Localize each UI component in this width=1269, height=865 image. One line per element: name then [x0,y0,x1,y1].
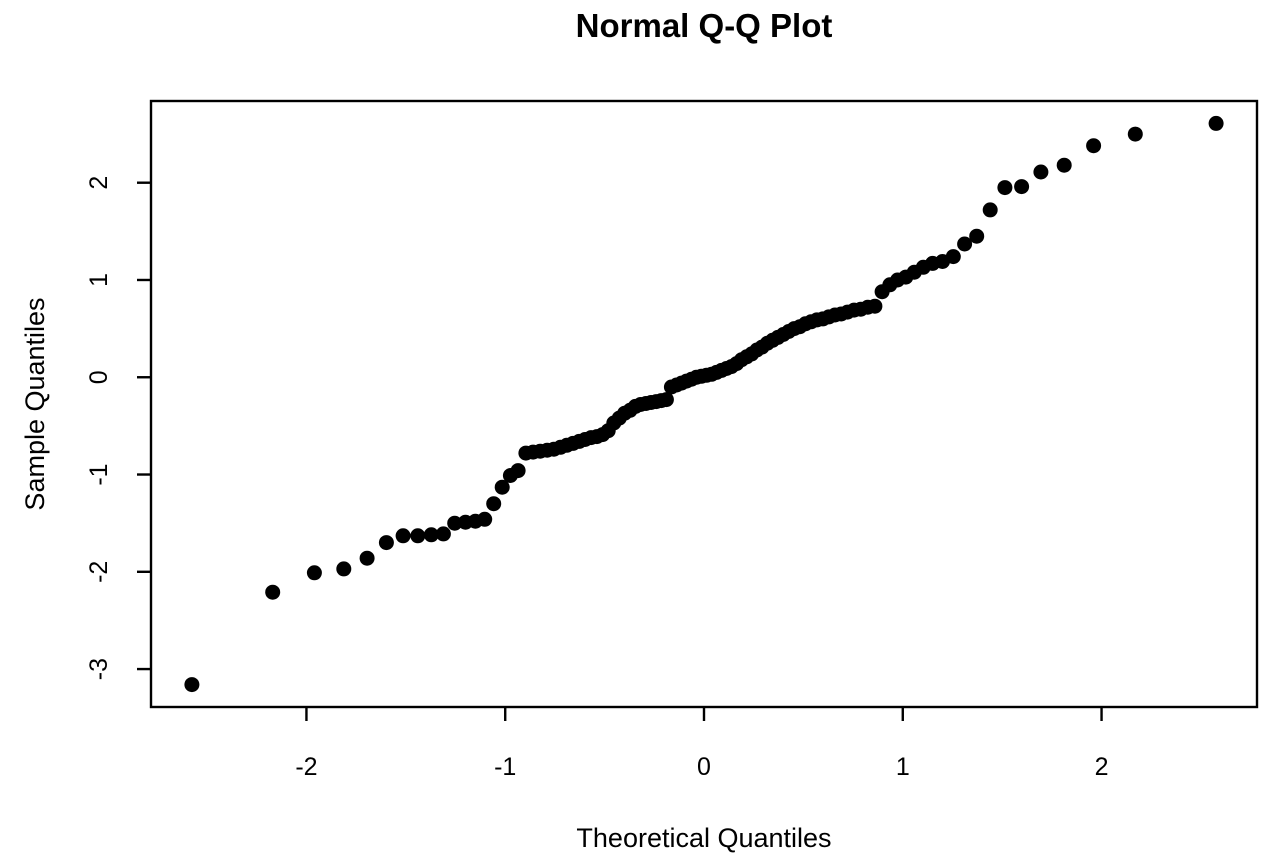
x-tick-label: 0 [697,753,711,781]
data-point [486,496,502,512]
x-axis-label: Theoretical Quantiles [576,823,831,853]
data-point [336,561,352,577]
y-axis-label: Sample Quantiles [20,297,50,510]
data-point [969,228,985,244]
data-point [1033,164,1049,180]
y-tick-label: 1 [85,273,113,287]
y-tick-label: 0 [85,370,113,384]
y-tick-label: -1 [85,463,113,485]
data-point [184,677,200,693]
data-point [447,515,463,531]
data-point [510,463,526,479]
data-point [477,511,493,527]
data-point [423,527,439,543]
x-tick-label: -2 [295,753,317,781]
data-point [306,565,322,581]
y-tick-label: -3 [85,658,113,680]
y-axis-ticks: -3 -2 -1 0 1 2 [85,176,151,680]
data-point [982,202,998,218]
scatter-points [184,115,1224,693]
data-point [395,528,411,544]
chart-title: Normal Q-Q Plot [576,7,833,44]
data-point [1208,115,1224,131]
data-point [945,249,961,265]
data-point [435,526,451,542]
data-point [1127,126,1143,142]
data-point [658,392,674,408]
data-point [1056,157,1072,173]
x-axis-ticks: -2 -1 0 1 2 [295,707,1109,781]
data-point [867,298,883,314]
data-point [1086,138,1102,154]
data-point [494,479,510,495]
y-tick-label: -2 [85,561,113,583]
x-tick-label: 2 [1095,753,1109,781]
data-point [1014,179,1030,195]
x-tick-label: -1 [494,753,516,781]
data-point [359,550,375,566]
data-point [378,535,394,551]
data-point [997,180,1013,196]
y-tick-label: 2 [85,176,113,190]
x-tick-label: 1 [896,753,910,781]
data-point [265,584,281,600]
plot-border-box [149,99,1259,709]
data-point [410,528,426,544]
data-point [957,236,973,252]
